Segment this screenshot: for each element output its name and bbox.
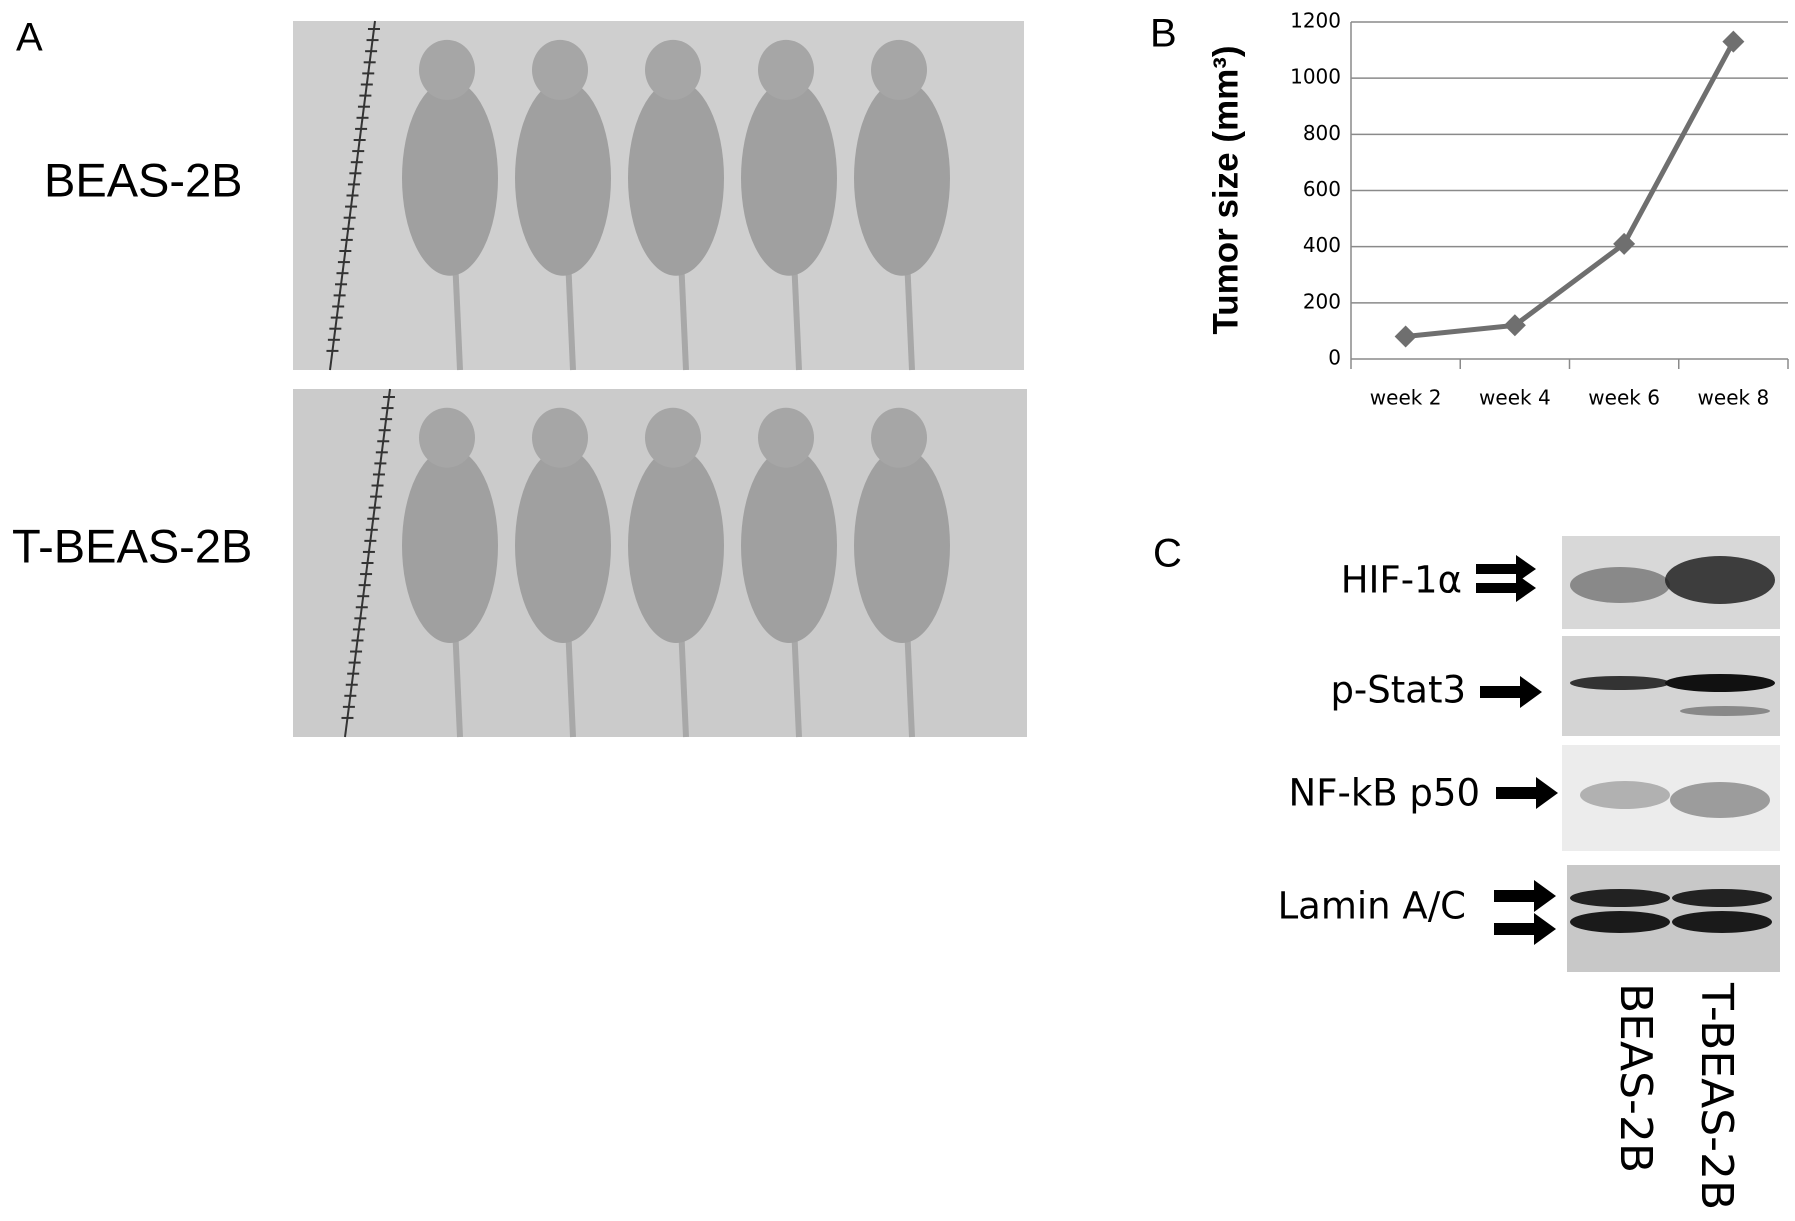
band	[1680, 706, 1770, 716]
mouse-head	[758, 407, 814, 468]
y-tick-label: 400	[1303, 233, 1341, 257]
band	[1570, 567, 1670, 603]
mouse-body	[741, 80, 837, 276]
mouse-head	[532, 39, 588, 100]
x-tick-label: week 6	[1588, 386, 1660, 410]
panel-label: A	[16, 16, 43, 60]
protein-label: HIF-1α	[1341, 559, 1462, 602]
mouse-body	[741, 448, 837, 644]
mouse-tail	[678, 625, 689, 738]
panel-label: B	[1150, 12, 1177, 56]
protein-label: NF-kB p50	[1289, 772, 1480, 815]
lane-label: T-BEAS-2B	[1691, 982, 1742, 1210]
band	[1580, 781, 1670, 809]
y-axis-label: Tumor size (mm³)	[1206, 45, 1245, 334]
band	[1672, 911, 1772, 933]
arrow	[1494, 913, 1556, 945]
protein-label: Lamin A/C	[1278, 885, 1466, 928]
mouse-tail	[565, 625, 576, 738]
mouse-body	[628, 448, 724, 644]
mouse-head	[532, 407, 588, 468]
blots	[1562, 536, 1780, 972]
mouse-tail	[791, 258, 802, 371]
band	[1672, 889, 1772, 907]
y-tick-label: 600	[1303, 177, 1341, 201]
x-tick-label: week 8	[1698, 386, 1770, 410]
mouse-tail	[904, 258, 915, 371]
mouse-head	[645, 39, 701, 100]
mouse-body	[854, 448, 950, 644]
mouse-body	[854, 80, 950, 276]
arrow	[1494, 880, 1556, 912]
panel-label: C	[1153, 532, 1182, 576]
y-tick-label: 1200	[1290, 9, 1341, 33]
mouse-body	[515, 80, 611, 276]
mouse-tail	[565, 258, 576, 371]
marker	[1722, 30, 1745, 53]
mouse-head	[419, 39, 475, 100]
band	[1570, 676, 1670, 690]
lane-label: BEAS-2B	[1610, 983, 1661, 1173]
row-label: BEAS-2B	[44, 153, 243, 206]
y-tick-label: 1000	[1290, 65, 1341, 89]
arrow	[1480, 676, 1542, 708]
y-tick-label: 800	[1303, 121, 1341, 145]
mouse-body	[402, 448, 498, 644]
mouse-tail	[452, 625, 463, 738]
marker	[1394, 325, 1417, 348]
band	[1670, 782, 1770, 818]
line	[1405, 40, 1736, 340]
mouse-body	[515, 448, 611, 644]
band	[1570, 911, 1670, 933]
x-tick-label: week 2	[1370, 386, 1442, 410]
band	[1665, 556, 1775, 604]
arrow	[1476, 574, 1536, 602]
mouse-head	[645, 407, 701, 468]
mouse-tail	[904, 625, 915, 738]
mouse-body	[402, 80, 498, 276]
mouse-head	[871, 407, 927, 468]
y-tick-label: 200	[1303, 289, 1341, 313]
band	[1570, 889, 1670, 907]
mouse-head	[871, 39, 927, 100]
protein-label: p-Stat3	[1330, 669, 1466, 712]
arrow	[1496, 777, 1558, 809]
band	[1665, 674, 1775, 692]
mouse-tail	[791, 625, 802, 738]
x-tick-label: week 4	[1479, 386, 1551, 410]
mouse-head	[758, 39, 814, 100]
arrow	[1476, 555, 1536, 583]
arrows	[1476, 555, 1558, 945]
mouse-tail	[452, 258, 463, 371]
marker	[1613, 232, 1636, 255]
y-tick-label: 0	[1328, 346, 1341, 370]
marker	[1503, 314, 1526, 337]
row-label: T-BEAS-2B	[12, 519, 252, 572]
mouse-body	[628, 80, 724, 276]
mouse-head	[419, 407, 475, 468]
mouse-tail	[678, 258, 689, 371]
